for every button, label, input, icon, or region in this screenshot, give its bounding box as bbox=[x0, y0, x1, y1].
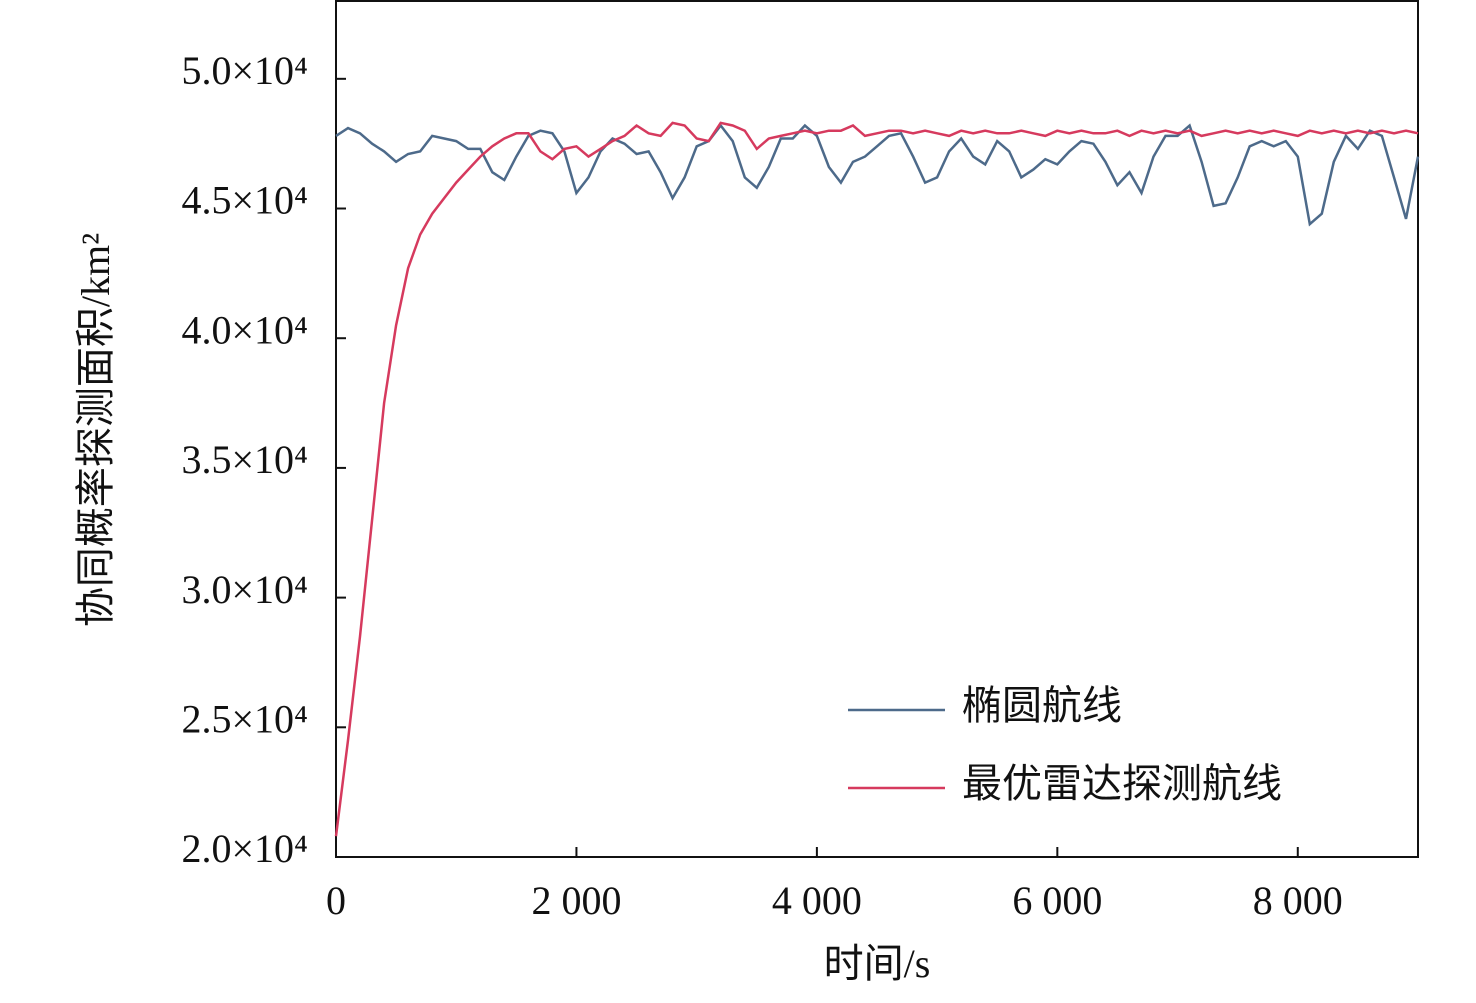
x-tick-label: 0 bbox=[326, 878, 346, 923]
series-line bbox=[335, 123, 1420, 227]
legend-label: 最优雷达探测航线 bbox=[962, 761, 1282, 806]
y-tick-label: 3.5×10⁴ bbox=[181, 437, 308, 482]
x-tick-label: 4 000 bbox=[772, 878, 862, 923]
x-tick-label: 2 000 bbox=[531, 878, 621, 923]
x-tick-label: 6 000 bbox=[1012, 878, 1102, 923]
legend-label: 椭圆航线 bbox=[962, 683, 1122, 728]
y-tick-label: 5.0×10⁴ bbox=[181, 48, 308, 93]
y-tick-label: 4.0×10⁴ bbox=[181, 307, 308, 352]
plot-frame bbox=[335, 0, 1419, 858]
y-tick-label: 2.0×10⁴ bbox=[181, 826, 308, 871]
y-tick-label: 3.0×10⁴ bbox=[181, 567, 308, 612]
x-axis-title: 时间/s bbox=[824, 941, 931, 986]
y-tick-label: 4.5×10⁴ bbox=[181, 178, 308, 223]
x-tick-label: 8 000 bbox=[1253, 878, 1343, 923]
y-axis-title: 协同概率探测面积/km² bbox=[73, 233, 118, 627]
series-line bbox=[334, 121, 1419, 837]
y-tick-label: 2.5×10⁴ bbox=[181, 696, 308, 741]
